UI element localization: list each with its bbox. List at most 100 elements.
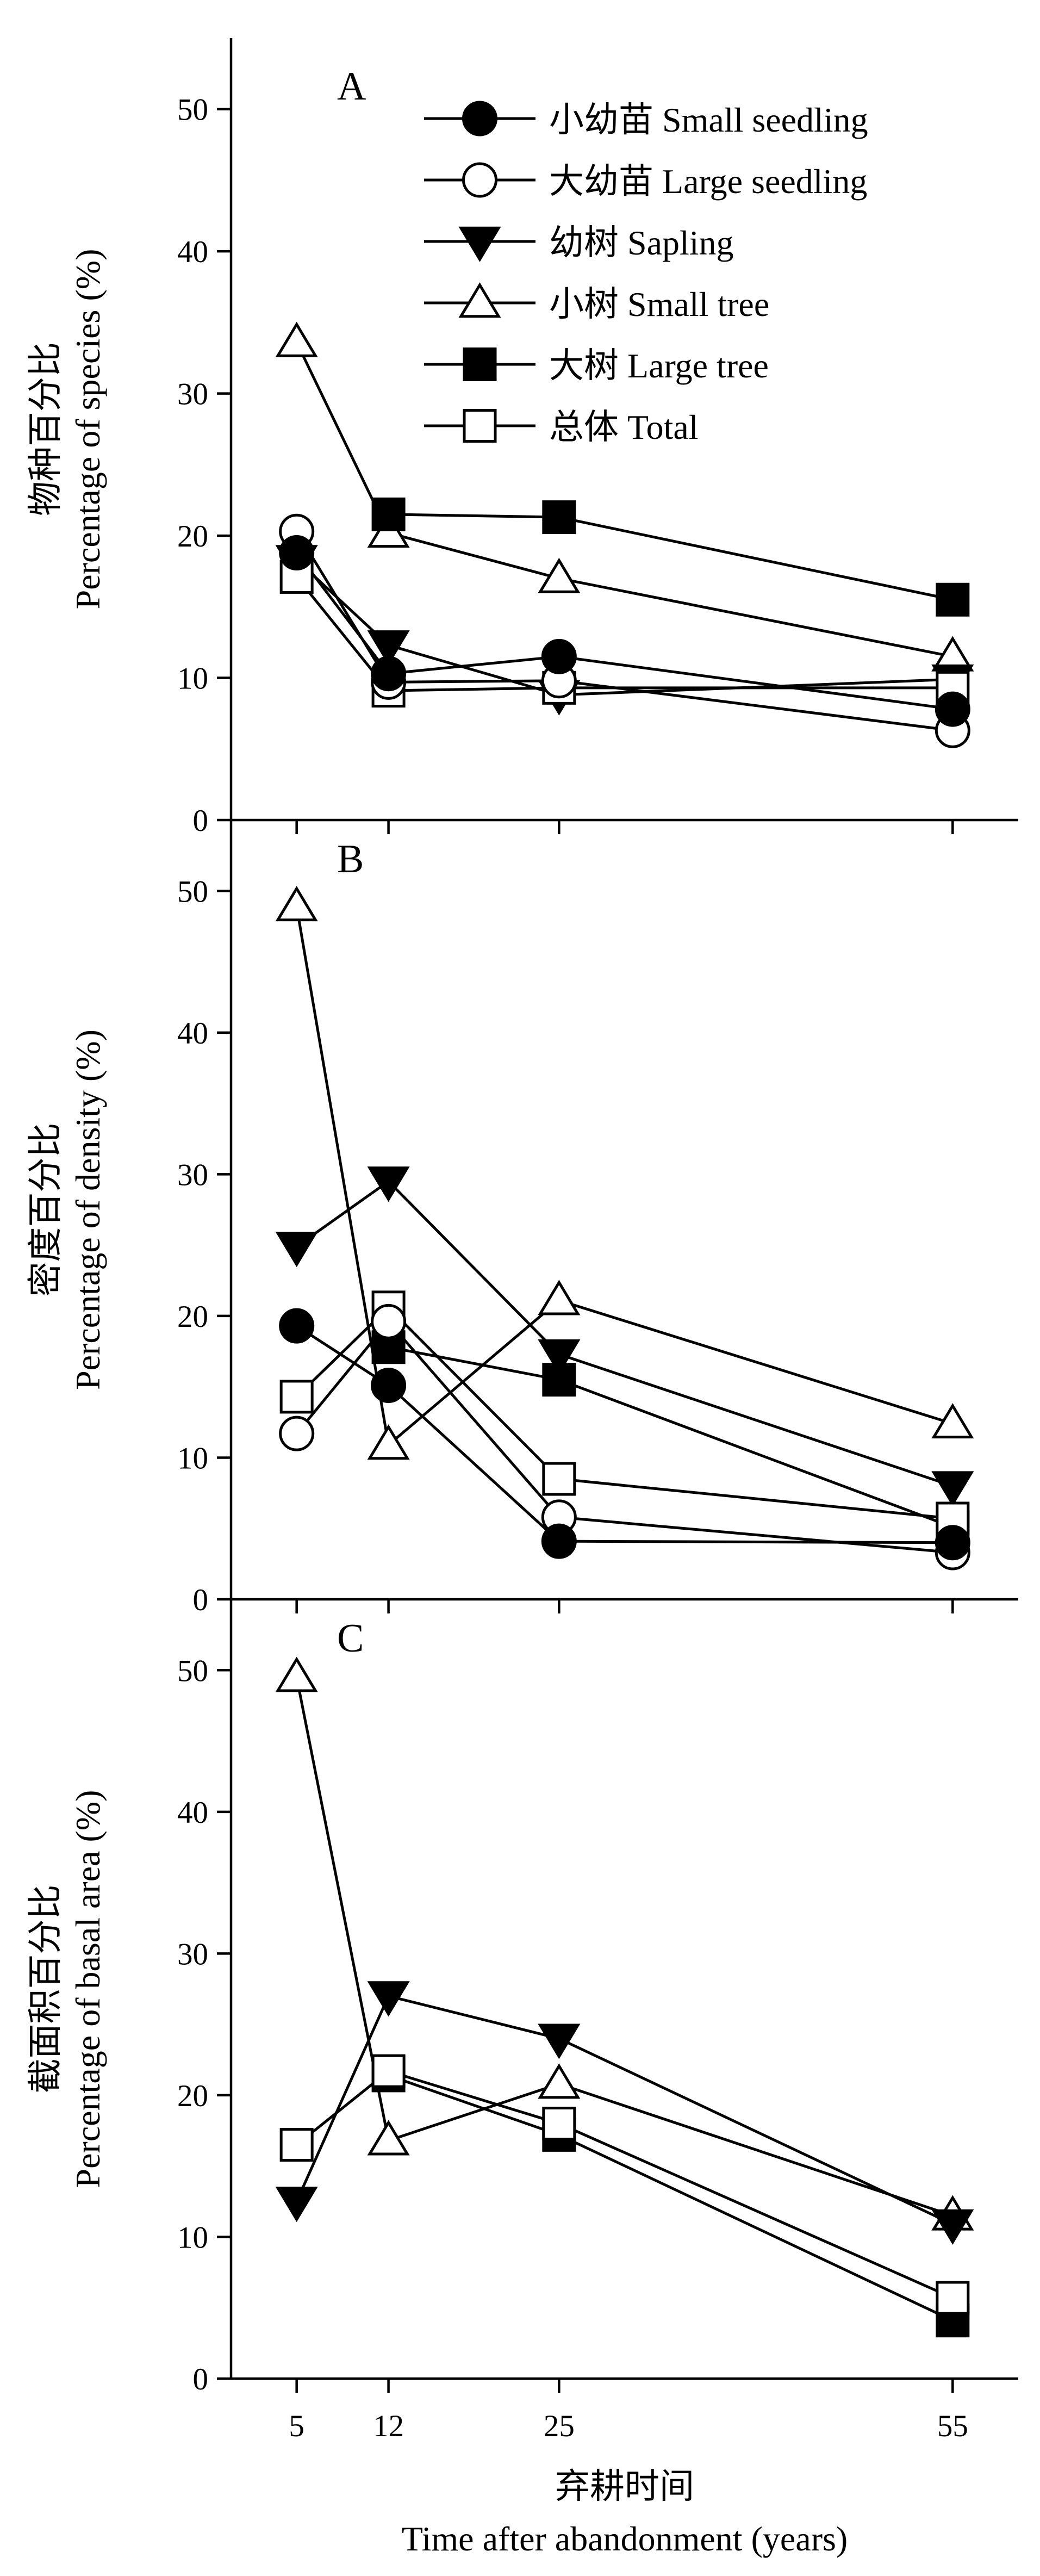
legend: 小幼苗 Small seedling 大幼苗 Large seedling 幼树 S… xyxy=(424,101,868,446)
y-tick-label: 50 xyxy=(177,874,208,909)
series-line-sapling xyxy=(295,1994,954,2226)
legend-marker xyxy=(458,282,501,318)
x-tick-label: 12 xyxy=(373,2409,404,2443)
data-point-sapling xyxy=(275,2187,318,2223)
y-axis-label-en: Percentage of basal area (%) xyxy=(68,1790,107,2188)
data-point-small-tree xyxy=(367,1424,410,1460)
data-point-total xyxy=(371,2054,406,2088)
data-point-small-seedling xyxy=(541,1523,577,1559)
legend-item-total: 总体 Total xyxy=(424,408,699,446)
y-tick-label: 40 xyxy=(177,235,208,269)
series-line-total xyxy=(295,576,953,692)
data-point-sapling xyxy=(367,630,410,666)
legend-label: 小树 Small tree xyxy=(549,285,769,324)
data-point-sapling xyxy=(275,1231,318,1268)
data-point-large-tree xyxy=(371,497,406,531)
data-point-small-tree xyxy=(538,557,581,593)
y-tick-label: 40 xyxy=(177,1016,208,1051)
data-point-sapling xyxy=(367,1166,410,1202)
y-axis-label-zh: 物种百分比 xyxy=(26,342,65,516)
legend-marker xyxy=(463,347,497,381)
x-axis-label-en: Time after abandonment (years) xyxy=(402,2519,848,2558)
legend-marker xyxy=(462,101,497,136)
data-point-small-seedling xyxy=(371,656,407,692)
data-point-small-seedling xyxy=(279,535,315,570)
legend-marker xyxy=(458,226,501,262)
y-tick-label: 30 xyxy=(177,377,208,412)
data-point-total xyxy=(279,2128,314,2162)
series-line-large-seedling xyxy=(295,1319,953,1554)
y-tick-label: 0 xyxy=(193,2362,209,2397)
data-point-small-tree xyxy=(538,1280,581,1315)
y-tick-label: 10 xyxy=(177,1441,208,1475)
series-line-sapling xyxy=(296,1180,954,1487)
legend-marker xyxy=(463,409,497,443)
data-point-large-seedling xyxy=(371,1303,407,1339)
series-line-large-tree xyxy=(388,513,953,601)
legend-item-large-tree: 大树 Large tree xyxy=(424,346,769,385)
panel-a: 0 10 20 30 40 50 物种百分比 Percentage of species (%… xyxy=(26,38,1018,838)
data-point-sapling xyxy=(931,1471,974,1507)
y-tick-label: 50 xyxy=(177,1654,208,1688)
data-point-small-tree xyxy=(367,2120,410,2156)
data-point-total xyxy=(542,1462,576,1496)
panel-label: B xyxy=(337,837,364,882)
legend-item-small-tree: 小树 Small tree xyxy=(424,282,769,324)
panel-label: C xyxy=(337,1616,364,1661)
legend-label: 大树 Large tree xyxy=(549,346,769,385)
x-tick-label: 55 xyxy=(937,2409,968,2443)
series-line-total xyxy=(296,2069,954,2299)
data-point-large-seedling xyxy=(279,1416,315,1451)
panel-c: 0 10 20 30 40 50 截面积百分比 Percentage of basal are… xyxy=(26,1599,1018,2558)
data-point-sapling xyxy=(931,2209,974,2245)
y-tick-label: 20 xyxy=(177,2079,208,2113)
series-line-total xyxy=(295,1305,953,1520)
data-point-sapling xyxy=(538,2023,581,2059)
data-point-small-seedling xyxy=(371,1368,407,1404)
y-axis-label-en: Percentage of species (%) xyxy=(68,249,107,610)
legend-label: 小幼苗 Small seedling xyxy=(549,101,868,139)
x-axis-label-zh: 弃耕时间 xyxy=(555,2467,694,2506)
data-point-total xyxy=(542,2107,576,2141)
data-point-large-tree xyxy=(936,582,970,617)
y-axis-label-zh: 密度百分比 xyxy=(26,1123,65,1297)
panel-b: 0 10 20 30 40 50 密度百分比 Percentage of density (%… xyxy=(26,820,1018,1617)
legend-item-small-seedling: 小幼苗 Small seedling xyxy=(424,101,868,139)
series-line-small-tree xyxy=(295,342,953,658)
legend-marker xyxy=(462,162,497,198)
legend-item-large-seedling: 大幼苗 Large seedling xyxy=(424,162,867,201)
legend-label: 总体 Total xyxy=(549,408,699,446)
y-tick-label: 30 xyxy=(177,1937,208,1971)
data-point-sapling xyxy=(538,1339,581,1375)
data-point-large-tree xyxy=(542,500,576,535)
x-tick-label: 25 xyxy=(544,2409,575,2443)
x-tick-label: 5 xyxy=(289,2409,304,2443)
y-tick-label: 0 xyxy=(193,1583,209,1617)
data-point-sapling xyxy=(367,1981,410,2017)
legend-item-sapling: 幼树 Sapling xyxy=(424,224,734,262)
series-line-large-seedling xyxy=(295,530,953,732)
series-line-small-tree xyxy=(295,906,954,1448)
data-point-small-seedling xyxy=(279,1308,315,1344)
series-line-small-seedling xyxy=(295,551,953,711)
y-tick-label: 40 xyxy=(177,1796,208,1830)
data-point-small-seedling xyxy=(935,1525,970,1561)
y-tick-label: 0 xyxy=(193,804,209,838)
y-axis-label-en: Percentage of density (%) xyxy=(68,1029,107,1390)
y-tick-label: 20 xyxy=(177,519,208,554)
series-line-small-tree xyxy=(295,1677,954,2217)
data-point-small-tree xyxy=(931,1403,974,1439)
data-point-small-tree xyxy=(275,1656,318,1692)
data-point-small-tree xyxy=(538,2063,581,2099)
data-point-small-tree xyxy=(275,321,318,357)
data-point-total xyxy=(279,1380,314,1414)
data-point-small-seedling xyxy=(935,691,970,727)
y-tick-label: 10 xyxy=(177,662,208,696)
data-point-total xyxy=(936,2281,970,2315)
y-tick-label: 10 xyxy=(177,2220,208,2255)
data-point-small-seedling xyxy=(541,638,577,674)
series-line-small-seedling xyxy=(296,1325,953,1544)
y-tick-label: 20 xyxy=(177,1300,208,1334)
panel-label: A xyxy=(337,64,366,109)
